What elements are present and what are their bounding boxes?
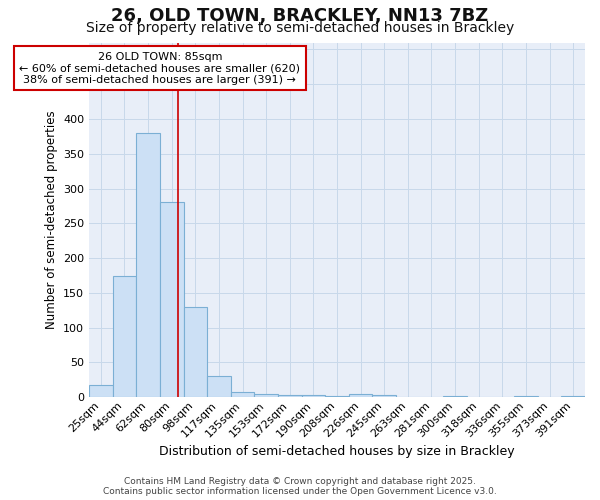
Bar [514,396,538,398]
Bar [184,307,207,398]
Bar [302,395,325,398]
Bar [562,396,585,398]
Bar [231,392,254,398]
Y-axis label: Number of semi-detached properties: Number of semi-detached properties [44,110,58,329]
Bar [207,376,231,398]
Bar [113,276,136,398]
Bar [160,202,184,398]
X-axis label: Distribution of semi-detached houses by size in Brackley: Distribution of semi-detached houses by … [159,444,515,458]
Text: 26, OLD TOWN, BRACKLEY, NN13 7BZ: 26, OLD TOWN, BRACKLEY, NN13 7BZ [112,8,488,26]
Bar [443,396,467,398]
Bar [278,395,302,398]
Text: Size of property relative to semi-detached houses in Brackley: Size of property relative to semi-detach… [86,21,514,35]
Bar [373,395,396,398]
Bar [254,394,278,398]
Bar [89,385,113,398]
Bar [349,394,373,398]
Bar [325,396,349,398]
Text: 26 OLD TOWN: 85sqm
← 60% of semi-detached houses are smaller (620)
38% of semi-d: 26 OLD TOWN: 85sqm ← 60% of semi-detache… [19,52,301,84]
Text: Contains HM Land Registry data © Crown copyright and database right 2025.
Contai: Contains HM Land Registry data © Crown c… [103,476,497,496]
Bar [136,133,160,398]
